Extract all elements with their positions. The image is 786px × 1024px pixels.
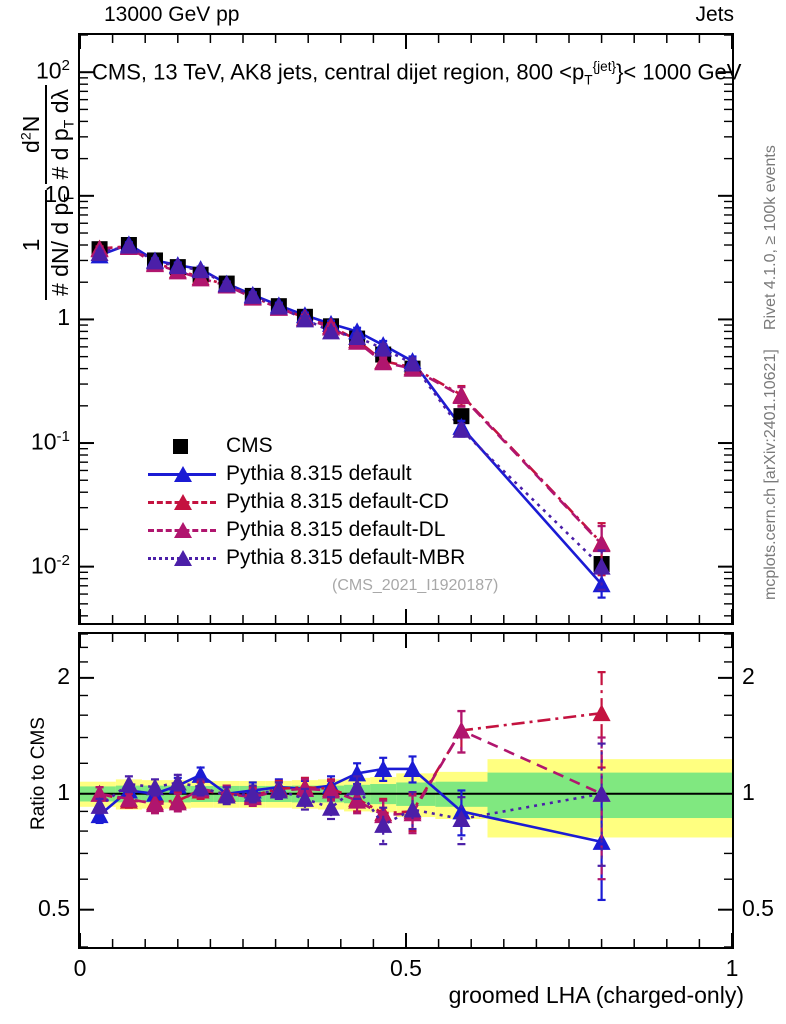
legend-key-4 (148, 547, 216, 569)
ratio-y-axis-label: Ratio to CMS (28, 717, 49, 830)
main-plot-canvas (79, 34, 733, 623)
x-tick-label-1: 0.5 (390, 955, 422, 981)
legend-label-4: Pythia 8.315 default-MBR (226, 546, 466, 569)
ratio-ytick-label-right-0: 2 (742, 662, 755, 689)
legend-triangle-marker-icon (174, 522, 192, 538)
ylabel-num1: 1 (18, 238, 44, 252)
ratio-series-3 (90, 742, 611, 867)
legend-entry-3[interactable]: Pythia 8.315 default-DL (148, 516, 465, 544)
legend-key-0 (148, 435, 216, 457)
ratio-plot-panel (78, 632, 734, 949)
x-tick-label-2: 1 (725, 955, 739, 981)
ylabel-den2-post: dλ (47, 88, 73, 120)
ratio-axis-ticks (79, 633, 733, 948)
ratio-ytick-label-left-1: 1 (57, 778, 70, 805)
main-ytick-label-3: 10-1 (30, 428, 70, 455)
main-ytick-label-4: 10-2 (30, 551, 70, 579)
ylabel-den2-pre: # d p (47, 128, 73, 180)
ratio-ytick-label-right-2: 0.5 (742, 894, 774, 921)
legend-label-1: Pythia 8.315 default (226, 462, 412, 485)
plot-title-sub: T (584, 72, 593, 88)
main-axis-ticks (79, 34, 733, 623)
plot-title-pre: CMS, 13 TeV, AK8 jets, central dijet reg… (92, 59, 585, 85)
legend-entry-0[interactable]: CMS (148, 432, 465, 460)
legend-label-2: Pythia 8.315 default-CD (226, 490, 449, 513)
x-tick-label-0: 0 (73, 955, 87, 981)
main-ytick-label-0: 102 (35, 57, 70, 84)
main-series-3 (99, 245, 603, 546)
ratio-plot-canvas (79, 633, 733, 948)
plot-title-sup: {jet} (592, 59, 617, 74)
main-ytick-label-1: 10 (44, 180, 70, 207)
legend-key-2 (148, 491, 216, 513)
legend-label-3: Pythia 8.315 default-DL (226, 518, 446, 541)
legend-triangle-marker-icon (174, 466, 192, 482)
legend-key-1 (148, 463, 216, 485)
header-left-label: 13000 GeV pp (104, 3, 240, 26)
legend: CMS Pythia 8.315 default Pythia 8.315 defa… (148, 432, 465, 572)
plot-title: CMS, 13 TeV, AK8 jets, central dijet reg… (92, 60, 741, 87)
ylabel-num2-pre: d (18, 140, 44, 153)
legend-triangle-marker-icon (174, 494, 192, 510)
main-ytick-label-2: 1 (57, 304, 70, 331)
legend-key-3 (148, 519, 216, 541)
legend-entry-4[interactable]: Pythia 8.315 default-MBR (148, 544, 465, 572)
legend-entry-1[interactable]: Pythia 8.315 default (148, 460, 465, 488)
header-right-label: Jets (695, 3, 734, 26)
rivet-credit-label: Rivet 4.1.0, ≥ 100k events (762, 145, 779, 330)
ratio-ytick-label-left-2: 0.5 (38, 894, 70, 921)
plot-title-post: }< 1000 GeV (616, 59, 742, 85)
ratio-ytick-label-left-0: 2 (57, 662, 70, 689)
ylabel-num2-sup: 2 (18, 132, 35, 141)
main-markers-4 (90, 236, 611, 591)
ylabel-num2-post: N (18, 115, 44, 133)
legend-triangle-marker-icon (174, 550, 192, 566)
x-axis-title: groomed LHA (charged-only) (448, 982, 744, 1008)
mcplots-credit-label: mcplots.cern.ch [arXiv:2401.10621] (762, 349, 779, 600)
ylabel-den1: # dN/ d p (47, 202, 73, 296)
ylabel-den2-sub: T (61, 119, 78, 129)
legend-label-0: CMS (226, 434, 273, 457)
ratio-ytick-label-right-1: 1 (742, 778, 755, 805)
legend-entry-2[interactable]: Pythia 8.315 default-CD (148, 488, 465, 516)
legend-square-marker-icon (173, 439, 188, 454)
analysis-id-watermark: (CMS_2021_I1920187) (332, 577, 499, 594)
